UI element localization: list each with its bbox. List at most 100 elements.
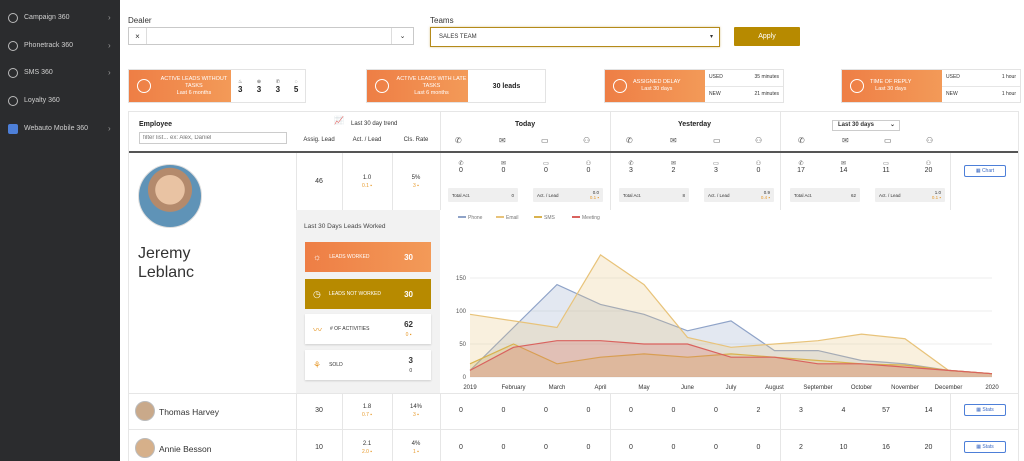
count-cell: ⚇ 0: [574, 160, 604, 174]
count-cell: 0: [501, 444, 506, 451]
sms-icon: ▭: [713, 161, 719, 167]
teams-select[interactable]: SALES TEAM ▾: [430, 27, 720, 47]
x-tick-label: February: [501, 385, 525, 391]
dealer-input[interactable]: [147, 28, 391, 44]
dealer-select[interactable]: × ⌄: [128, 27, 414, 45]
avatar: [138, 164, 202, 228]
meeting-icon: ⚇: [925, 161, 932, 167]
legend-entry: Email: [506, 215, 519, 221]
count-cell: ✉ 0: [489, 160, 519, 174]
total-act-box: Total Act. 8: [619, 188, 689, 202]
employee-name: Annie Besson: [159, 444, 212, 454]
x-tick-label: April: [594, 385, 606, 391]
legend-entry: SMS: [544, 215, 556, 221]
series-area: [470, 254, 992, 377]
chart-button[interactable]: ▦ Chart: [964, 165, 1006, 177]
sms-icon: [8, 67, 18, 78]
total-act-box: Total Act. 0: [448, 188, 518, 202]
email-icon: ✉: [670, 161, 677, 167]
count-cell: 0: [544, 444, 548, 451]
count-cell: 10: [839, 444, 848, 451]
meeting-icon: ⚇: [755, 136, 763, 145]
kpi-assigned-delay: ASSIGNED DELAY Last 30 days USED 35 minut…: [604, 69, 784, 103]
count-cell: 0: [714, 407, 718, 414]
meeting-icon: ⚇: [585, 161, 592, 167]
chevron-down-icon[interactable]: ⌄: [391, 28, 413, 44]
row-counts: 0 0 0 0 0 0 0 2 3 4 57 14: [440, 407, 950, 417]
count-cell: ▭ 3: [701, 160, 731, 174]
campaign-icon: [8, 12, 18, 23]
employee-first-name: Jeremy: [138, 245, 191, 262]
count-cell: 0: [671, 407, 676, 414]
phone-icon: ✆: [275, 78, 280, 85]
count-cell: 0: [586, 407, 591, 414]
row-yesterday-counts: ✆ 3 ✉ 2 ▭ 3 ⚇ 0: [610, 160, 780, 180]
employee-header: Employee: [139, 121, 173, 128]
phone-icon: ✆: [798, 136, 805, 145]
kpi-leads-without-tasks: ACTIVE LEADS WITHOUT TASKS Last 6 months …: [128, 69, 306, 103]
count-cell: 2: [756, 407, 761, 414]
sms-icon: ▭: [713, 136, 721, 145]
row-counts: 0 0 0 0 0 0 0 0 2 10 16 20: [440, 444, 950, 454]
x-tick-label: 2020: [985, 385, 999, 391]
stats-button[interactable]: ▦ Stats: [964, 441, 1006, 453]
sidebar-item-sms[interactable]: SMS 360 ›: [0, 59, 120, 86]
count-cell: 16: [882, 444, 890, 451]
x-tick-label: June: [681, 385, 695, 391]
legend-entry: Phone: [468, 215, 483, 221]
employee-filter-input[interactable]: [139, 132, 287, 144]
chevron-right-icon: ›: [108, 41, 111, 50]
webauto-icon: [8, 123, 18, 134]
sun-icon: ☼: [313, 252, 322, 262]
sidebar-item-loyalty[interactable]: Loyalty 360: [0, 87, 120, 114]
count-cell: ⚇ 0: [744, 160, 774, 174]
chat-icon: ◌: [294, 78, 298, 85]
chevron-down-icon: ⌄: [889, 122, 895, 128]
count-cell: 0: [459, 407, 463, 414]
x-tick-label: December: [935, 385, 963, 391]
count-cell: 0: [671, 444, 676, 451]
series-area: [470, 284, 992, 377]
email-icon: ✉: [670, 136, 677, 145]
act-lead-box: Act. / Lead 0.9 0.4 ▪: [704, 188, 774, 202]
meeting-icon: ⚇: [583, 136, 591, 145]
count-cell: 14: [924, 407, 933, 414]
meeting-icon: ⚇: [926, 136, 934, 145]
y-tick-label: 0: [463, 375, 467, 381]
period-select[interactable]: Last 30 days ⌄: [832, 120, 900, 131]
series-line: [469, 340, 993, 375]
count-cell: 0: [714, 444, 718, 451]
clear-icon[interactable]: ×: [129, 28, 147, 44]
row-period-counts: ✆ 17 ✉ 14 ▭ 11 ⚇ 20: [780, 160, 950, 180]
stats-button[interactable]: ▦ Stats: [964, 404, 1006, 416]
count-cell: 0: [544, 407, 548, 414]
globe-icon: ⊕: [256, 78, 262, 85]
legend-entry: Meeting: [582, 215, 600, 221]
phonetrack-icon: [8, 40, 18, 51]
activities-card: 〰 # OF ACTIVITIES 62 0 ▪: [305, 314, 431, 344]
row-today-counts: ✆ 0 ✉ 0 ▭ 0 ⚇ 0: [440, 160, 610, 180]
phone-icon: ✆: [628, 161, 634, 167]
sidebar-item-webauto[interactable]: Webauto Mobile 360 ›: [0, 115, 120, 142]
count-cell: ▭ 0: [531, 160, 561, 174]
phone-icon: ✆: [455, 136, 462, 145]
count-cell: 3: [799, 407, 803, 414]
apply-button[interactable]: Apply: [734, 27, 800, 46]
today-header: Today: [515, 121, 536, 128]
yesterday-header: Yesterday: [678, 121, 712, 128]
count-cell: ✉ 2: [659, 160, 689, 174]
y-tick-label: 100: [456, 309, 467, 315]
act-lead-box: Act. / Lead 1.0 0.1 ▪: [875, 188, 945, 202]
avatar: [135, 401, 155, 421]
phone-icon: ✆: [458, 161, 464, 167]
meeting-icon: ⚇: [755, 161, 762, 167]
kpi-leads-late-tasks: ACTIVE LEADS WITH LATE TASKS Last 6 month…: [366, 69, 546, 103]
handshake-icon: ⚘: [313, 359, 322, 370]
leads-panel-title: Last 30 Days Leads Worked: [304, 223, 386, 230]
email-icon: ✉: [842, 136, 849, 145]
series-line: [469, 343, 993, 375]
sidebar-item-campaign[interactable]: Campaign 360 ›: [0, 4, 120, 31]
x-tick-label: 2019: [463, 385, 477, 391]
count-cell: 57: [882, 407, 890, 414]
sidebar-item-phonetrack[interactable]: Phonetrack 360 ›: [0, 32, 120, 59]
